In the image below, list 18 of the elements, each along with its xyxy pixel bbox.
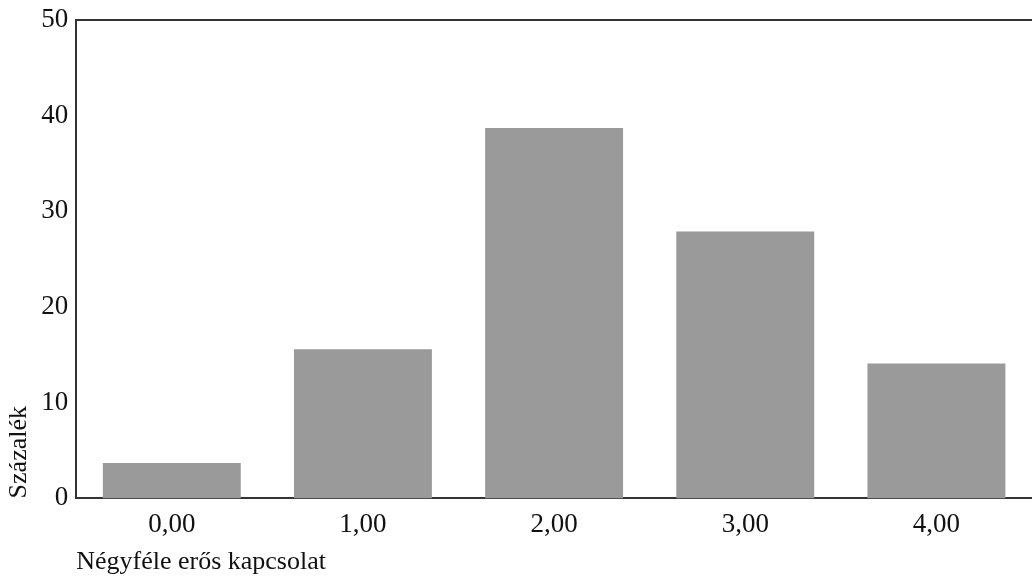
y-tick-label: 20 <box>41 290 69 321</box>
y-tick-label: 50 <box>41 3 69 34</box>
x-tick-label: 2,00 <box>530 507 578 538</box>
x-axis-title: Négyféle erős kapcsolat <box>76 546 327 576</box>
y-tick-label: 40 <box>41 98 69 129</box>
y-tick-label: 30 <box>41 194 69 225</box>
bar <box>676 231 815 499</box>
bar <box>867 363 1006 499</box>
bar <box>293 349 432 499</box>
bar <box>102 463 241 499</box>
x-tick-label: 4,00 <box>912 507 961 538</box>
y-axis-title: Százalék <box>3 406 33 499</box>
x-tick-label: 1,00 <box>339 507 387 538</box>
y-tick-label: 0 <box>54 481 69 512</box>
bar <box>485 128 624 499</box>
x-tick-label: 0,00 <box>148 507 196 538</box>
x-tick-label: 3,00 <box>721 507 769 538</box>
y-tick-label: 10 <box>41 385 69 416</box>
